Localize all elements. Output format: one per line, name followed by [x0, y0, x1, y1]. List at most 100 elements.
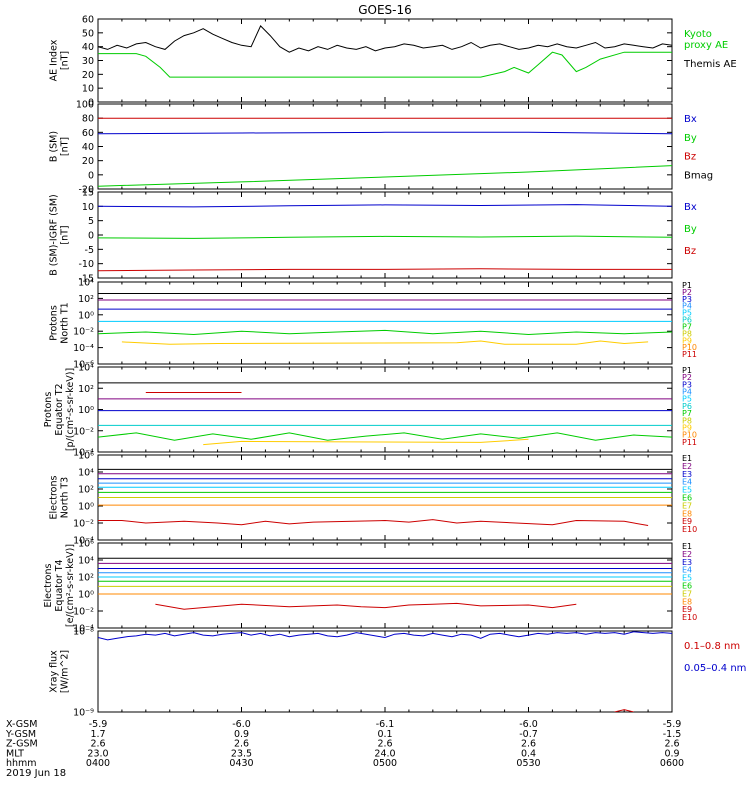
- legend-entry: P9: [682, 336, 692, 345]
- legend-entry: P2: [682, 373, 692, 382]
- y-axis-title: [nT]: [60, 225, 71, 244]
- legend-entry: E6: [682, 494, 692, 503]
- legend-entry: P1: [682, 281, 692, 290]
- y-axis-title: [W/m^2]: [60, 650, 71, 693]
- legend-entry: Bz: [684, 152, 696, 163]
- y-tick-label: -20: [78, 185, 94, 196]
- legend-entry: E3: [682, 558, 692, 567]
- legend-entry: P10: [682, 431, 697, 440]
- y-tick-label: 10⁰: [78, 502, 94, 513]
- x-row-value: 0.4: [521, 748, 536, 759]
- y-tick-label: 10²: [78, 485, 94, 496]
- legend-entry: P4: [682, 388, 692, 397]
- y-axis-title: Protons: [43, 392, 54, 428]
- legend-entry: P3: [682, 380, 692, 389]
- x-row-value: 0430: [229, 758, 253, 769]
- legend-entry: P5: [682, 309, 692, 318]
- y-tick-label: 60: [82, 15, 94, 26]
- y-axis-title: Equator T4: [54, 559, 65, 611]
- legend-entry: E7: [682, 501, 692, 510]
- legend-entry: By: [684, 224, 697, 235]
- x-row-value: -0.7: [519, 729, 538, 740]
- legend-entry: P9: [682, 423, 692, 432]
- y-axis-title: North T1: [60, 302, 71, 343]
- legend-entry: E4: [682, 478, 692, 487]
- legend-entry: E10: [682, 525, 697, 534]
- legend-entry: E6: [682, 582, 692, 591]
- panel-bsm: -20 0 20 40 60 80 100 B (SM) [nT] Bx By Bz Bmag: [49, 100, 714, 196]
- x-row-label: Z-GSM: [6, 739, 38, 750]
- legend-entry: P3: [682, 295, 692, 304]
- y-axis-title: [e/(cm²-s-sr-keV)]: [65, 544, 76, 627]
- x-row-label: hhmm: [6, 758, 37, 769]
- y-axis-title: Electrons: [49, 475, 60, 519]
- x-row-value: 0500: [373, 758, 397, 769]
- legend-entry: E8: [682, 509, 692, 518]
- x-axis-annotation: X-GSM -5.9 -6.0 -6.1 -6.0 -5.9 Y-GSM 1.7 0.9 0.1 -…: [5, 719, 684, 769]
- y-tick-label: 0: [88, 231, 94, 242]
- y-tick-label: 10⁰: [78, 590, 94, 601]
- y-tick-label: 40: [82, 42, 94, 53]
- y-tick-label: 50: [82, 28, 94, 39]
- x-row-label: MLT: [6, 748, 24, 759]
- y-tick-label: 10⁴: [78, 468, 94, 479]
- panel-e_t4: 10⁻⁴ 10⁻² 10⁰ 10² 10⁴ 10⁶ Electrons Equator T4[…: [43, 539, 697, 635]
- y-tick-label: 10⁴: [78, 278, 94, 289]
- x-row-value: 23.0: [87, 748, 108, 759]
- series-line-p_t1-5: [121, 340, 649, 345]
- y-tick-label: 0: [88, 98, 94, 109]
- x-row-value: -6.0: [232, 719, 251, 730]
- x-row-value: 0530: [516, 758, 540, 769]
- x-row-label: Y-GSM: [5, 729, 36, 740]
- y-tick-label: 40: [82, 142, 94, 153]
- legend-entry: E5: [682, 574, 692, 583]
- legend-entry: E1: [682, 454, 692, 463]
- panel-bigrf: -15 -10 -5 0 5 10 15 B (SM)-IGRF (SM) [nT] Bx By Bz: [49, 188, 697, 285]
- date-label: 2019 Jun 18: [6, 768, 66, 779]
- x-row-value: 2.6: [377, 739, 392, 750]
- series-group: [98, 104, 672, 187]
- y-tick-label: 20: [82, 70, 94, 81]
- series-line-p_t2-5: [98, 432, 672, 441]
- panel-p_t2: 10⁻⁴ 10⁻² 10⁰ 10² 10⁴ Protons Equator T2 [p/(cm…: [43, 363, 697, 459]
- y-axis-title: North T3: [60, 477, 71, 518]
- y-tick-label: 10⁻²: [73, 607, 94, 618]
- legend-entry: proxy AE: [684, 40, 728, 51]
- y-tick-label: 30: [82, 56, 94, 67]
- y-tick-label: 10²: [78, 384, 94, 395]
- x-row-label: X-GSM: [6, 719, 37, 730]
- legend-entry: E4: [682, 566, 692, 575]
- panel-p_t1: 10⁻⁶ 10⁻⁴ 10⁻² 10⁰ 10² 10⁴ Protons North T1 P1P2…: [49, 278, 698, 371]
- y-tick-label: 20: [82, 156, 94, 167]
- y-axis-title: Equator T2: [54, 383, 65, 435]
- y-tick-label: 10⁴: [78, 363, 94, 374]
- y-axis-title: [nT]: [60, 51, 71, 70]
- legend-entry: P10: [682, 343, 697, 352]
- y-axis-title: AE Index: [49, 39, 60, 81]
- y-tick-label: 15: [82, 188, 94, 199]
- y-tick-label: 10⁶: [78, 539, 94, 550]
- y-tick-label: 10⁻⁴: [73, 624, 94, 635]
- x-row-value: -6.0: [519, 719, 538, 730]
- series-group: [98, 25, 672, 78]
- legend-entry: P6: [682, 316, 692, 325]
- legend-entry: E2: [682, 550, 692, 559]
- legend-entry: Bx: [684, 202, 697, 213]
- y-tick-label: 10⁻²: [73, 519, 94, 530]
- y-tick-label: 10²: [78, 294, 94, 305]
- y-tick-label: 10⁻⁹: [73, 708, 94, 719]
- y-axis-title: Protons: [49, 305, 60, 341]
- x-row-value: 2.6: [664, 739, 679, 750]
- legend-entry: E7: [682, 589, 692, 598]
- legend-entry: P7: [682, 322, 692, 331]
- legend-entry: E8: [682, 597, 692, 606]
- y-axis-title: [nT]: [60, 137, 71, 156]
- y-tick-label: 10: [82, 202, 94, 213]
- legend-entry: P1: [682, 366, 692, 375]
- panel-frame: [97, 281, 673, 365]
- x-row-value: -1.5: [663, 729, 682, 740]
- legend-entry: Kyoto: [684, 29, 712, 40]
